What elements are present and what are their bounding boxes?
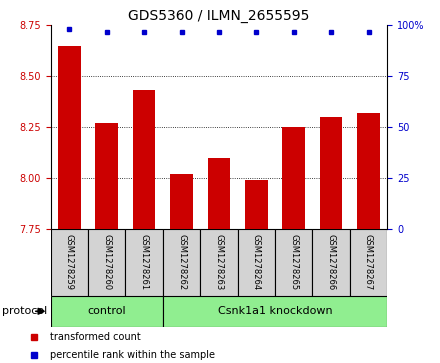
Text: GSM1278263: GSM1278263 xyxy=(214,234,224,290)
Title: GDS5360 / ILMN_2655595: GDS5360 / ILMN_2655595 xyxy=(128,9,310,23)
Text: GSM1278261: GSM1278261 xyxy=(139,234,149,290)
Bar xyxy=(51,296,163,327)
Bar xyxy=(275,229,312,296)
Bar xyxy=(320,117,342,229)
Bar xyxy=(88,229,125,296)
Text: GSM1278265: GSM1278265 xyxy=(289,234,298,290)
Text: Csnk1a1 knockdown: Csnk1a1 knockdown xyxy=(218,306,332,316)
Text: GSM1278259: GSM1278259 xyxy=(65,234,74,290)
Bar xyxy=(95,123,118,229)
Text: GSM1278260: GSM1278260 xyxy=(102,234,111,290)
Bar xyxy=(125,229,163,296)
Bar xyxy=(357,113,380,229)
Text: GSM1278267: GSM1278267 xyxy=(364,234,373,290)
Bar xyxy=(51,229,88,296)
Bar xyxy=(208,158,230,229)
Bar xyxy=(282,127,305,229)
Bar xyxy=(312,229,350,296)
Bar xyxy=(163,296,387,327)
Text: GSM1278262: GSM1278262 xyxy=(177,234,186,290)
Text: GSM1278264: GSM1278264 xyxy=(252,234,261,290)
Bar xyxy=(170,174,193,229)
Text: percentile rank within the sample: percentile rank within the sample xyxy=(50,350,215,360)
Text: protocol: protocol xyxy=(2,306,48,316)
Bar xyxy=(133,90,155,229)
Text: GSM1278266: GSM1278266 xyxy=(326,234,336,290)
Bar xyxy=(245,180,268,229)
Bar xyxy=(58,46,81,229)
Bar xyxy=(200,229,238,296)
Bar xyxy=(350,229,387,296)
Bar xyxy=(163,229,200,296)
Bar xyxy=(238,229,275,296)
Text: control: control xyxy=(88,306,126,316)
Text: transformed count: transformed count xyxy=(50,332,141,342)
